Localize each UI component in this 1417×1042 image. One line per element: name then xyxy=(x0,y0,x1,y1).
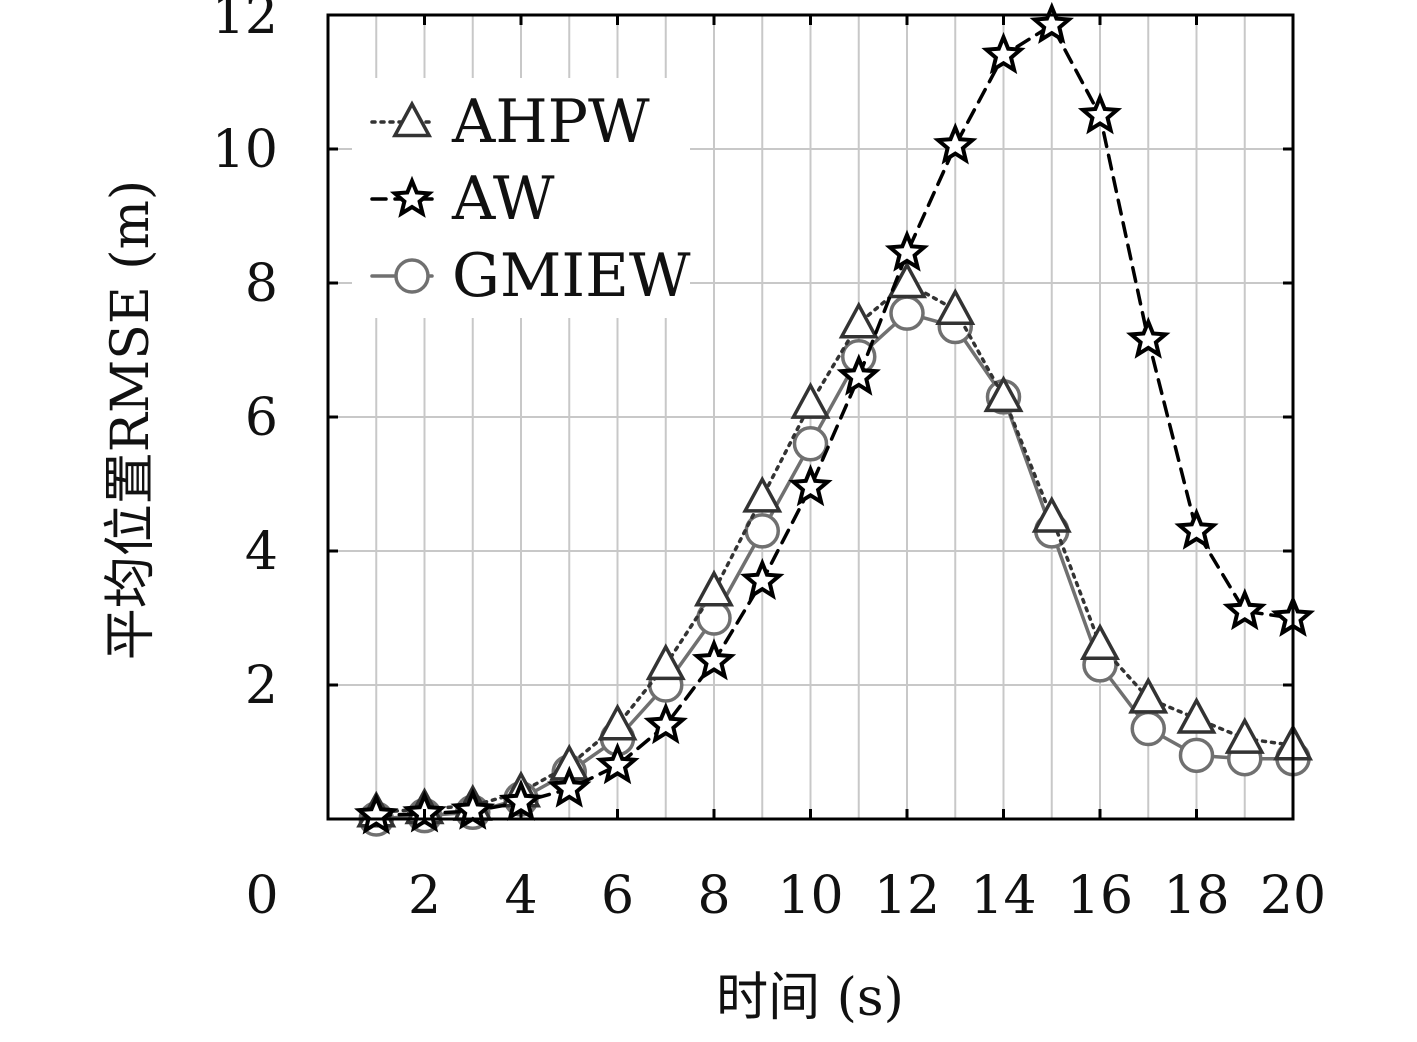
data-point-ahpw xyxy=(1176,696,1217,734)
y-axis-title: 平均位置RMSE (m) xyxy=(101,180,161,660)
data-point-aw xyxy=(354,792,399,835)
legend-marker-gmiew xyxy=(394,258,430,294)
data-point-ahpw xyxy=(838,301,879,339)
x-tick-label: 18 xyxy=(1163,866,1229,926)
data-point-aw xyxy=(788,463,833,507)
x-tick-label: 0 xyxy=(245,866,278,926)
legend-marker-ahpw xyxy=(391,100,433,138)
data-point-ahpw xyxy=(790,381,831,419)
tick-marks xyxy=(328,13,1295,819)
series-line-aw xyxy=(374,23,1295,818)
series-layer xyxy=(354,1,1316,837)
legend-item-ahpw: AHPW xyxy=(370,87,650,157)
data-point-aw xyxy=(933,122,978,165)
x-axis-title: 时间 (s) xyxy=(716,968,904,1028)
data-point-gmiew xyxy=(1130,710,1166,747)
x-tick-label: 6 xyxy=(601,866,634,926)
data-point-ahpw xyxy=(1031,495,1072,533)
y-tick-label: 2 xyxy=(245,656,278,716)
data-point-gmiew xyxy=(889,295,925,331)
data-point-ahpw xyxy=(935,288,976,326)
y-tick-label: 8 xyxy=(245,254,278,314)
data-point-aw xyxy=(1174,507,1219,550)
data-point-aw xyxy=(1222,588,1267,631)
data-point-ahpw xyxy=(1224,716,1265,754)
data-point-aw xyxy=(691,638,737,681)
data-point-gmiew xyxy=(792,426,829,462)
data-point-aw xyxy=(1029,1,1074,44)
data-point-ahpw xyxy=(645,643,686,681)
y-tick-label: 10 xyxy=(212,120,278,180)
y-tick-labels: 2 4 6 8 10 12 xyxy=(212,0,278,716)
data-point-ahpw xyxy=(886,261,928,299)
legend-item-gmiew: GMIEW xyxy=(370,241,691,311)
data-point-aw xyxy=(981,31,1026,75)
data-point-aw xyxy=(836,353,881,396)
x-tick-label: 8 xyxy=(697,866,730,926)
data-point-gmiew xyxy=(1178,737,1215,774)
x-tick-labels: 0 2 4 6 8 10 12 14 16 18 20 xyxy=(245,866,1326,926)
data-point-ahpw xyxy=(693,569,735,607)
data-point-ahpw xyxy=(597,703,638,741)
data-point-aw xyxy=(643,701,688,745)
legend-marker-aw xyxy=(389,175,435,218)
x-tick-label: 12 xyxy=(874,866,940,926)
x-tick-label: 10 xyxy=(777,866,843,926)
y-tick-label: 4 xyxy=(245,522,278,582)
legend-label-gmiew: GMIEW xyxy=(452,241,691,311)
legend-item-aw: AW xyxy=(370,164,555,234)
legend-label-aw: AW xyxy=(451,164,555,234)
x-tick-label: 4 xyxy=(504,866,537,926)
data-point-aw xyxy=(1077,92,1123,135)
x-tick-label: 16 xyxy=(1067,866,1133,926)
data-point-aw xyxy=(1126,316,1171,359)
legend-label-ahpw: AHPW xyxy=(451,87,650,157)
data-point-ahpw xyxy=(1079,623,1121,661)
y-tick-label: 6 xyxy=(245,388,278,448)
data-point-ahpw xyxy=(983,375,1024,413)
data-point-aw xyxy=(547,765,592,808)
data-point-aw xyxy=(595,742,640,785)
data-point-ahpw xyxy=(1128,676,1169,714)
x-tick-label: 14 xyxy=(970,866,1036,926)
x-tick-label: 2 xyxy=(408,866,441,926)
y-tick-label: 12 xyxy=(212,0,278,46)
data-point-aw xyxy=(884,229,930,272)
x-tick-label: 20 xyxy=(1260,866,1326,926)
data-point-ahpw xyxy=(742,475,783,513)
data-point-gmiew xyxy=(696,600,732,636)
data-point-aw xyxy=(740,557,785,601)
data-point-gmiew xyxy=(744,513,780,549)
